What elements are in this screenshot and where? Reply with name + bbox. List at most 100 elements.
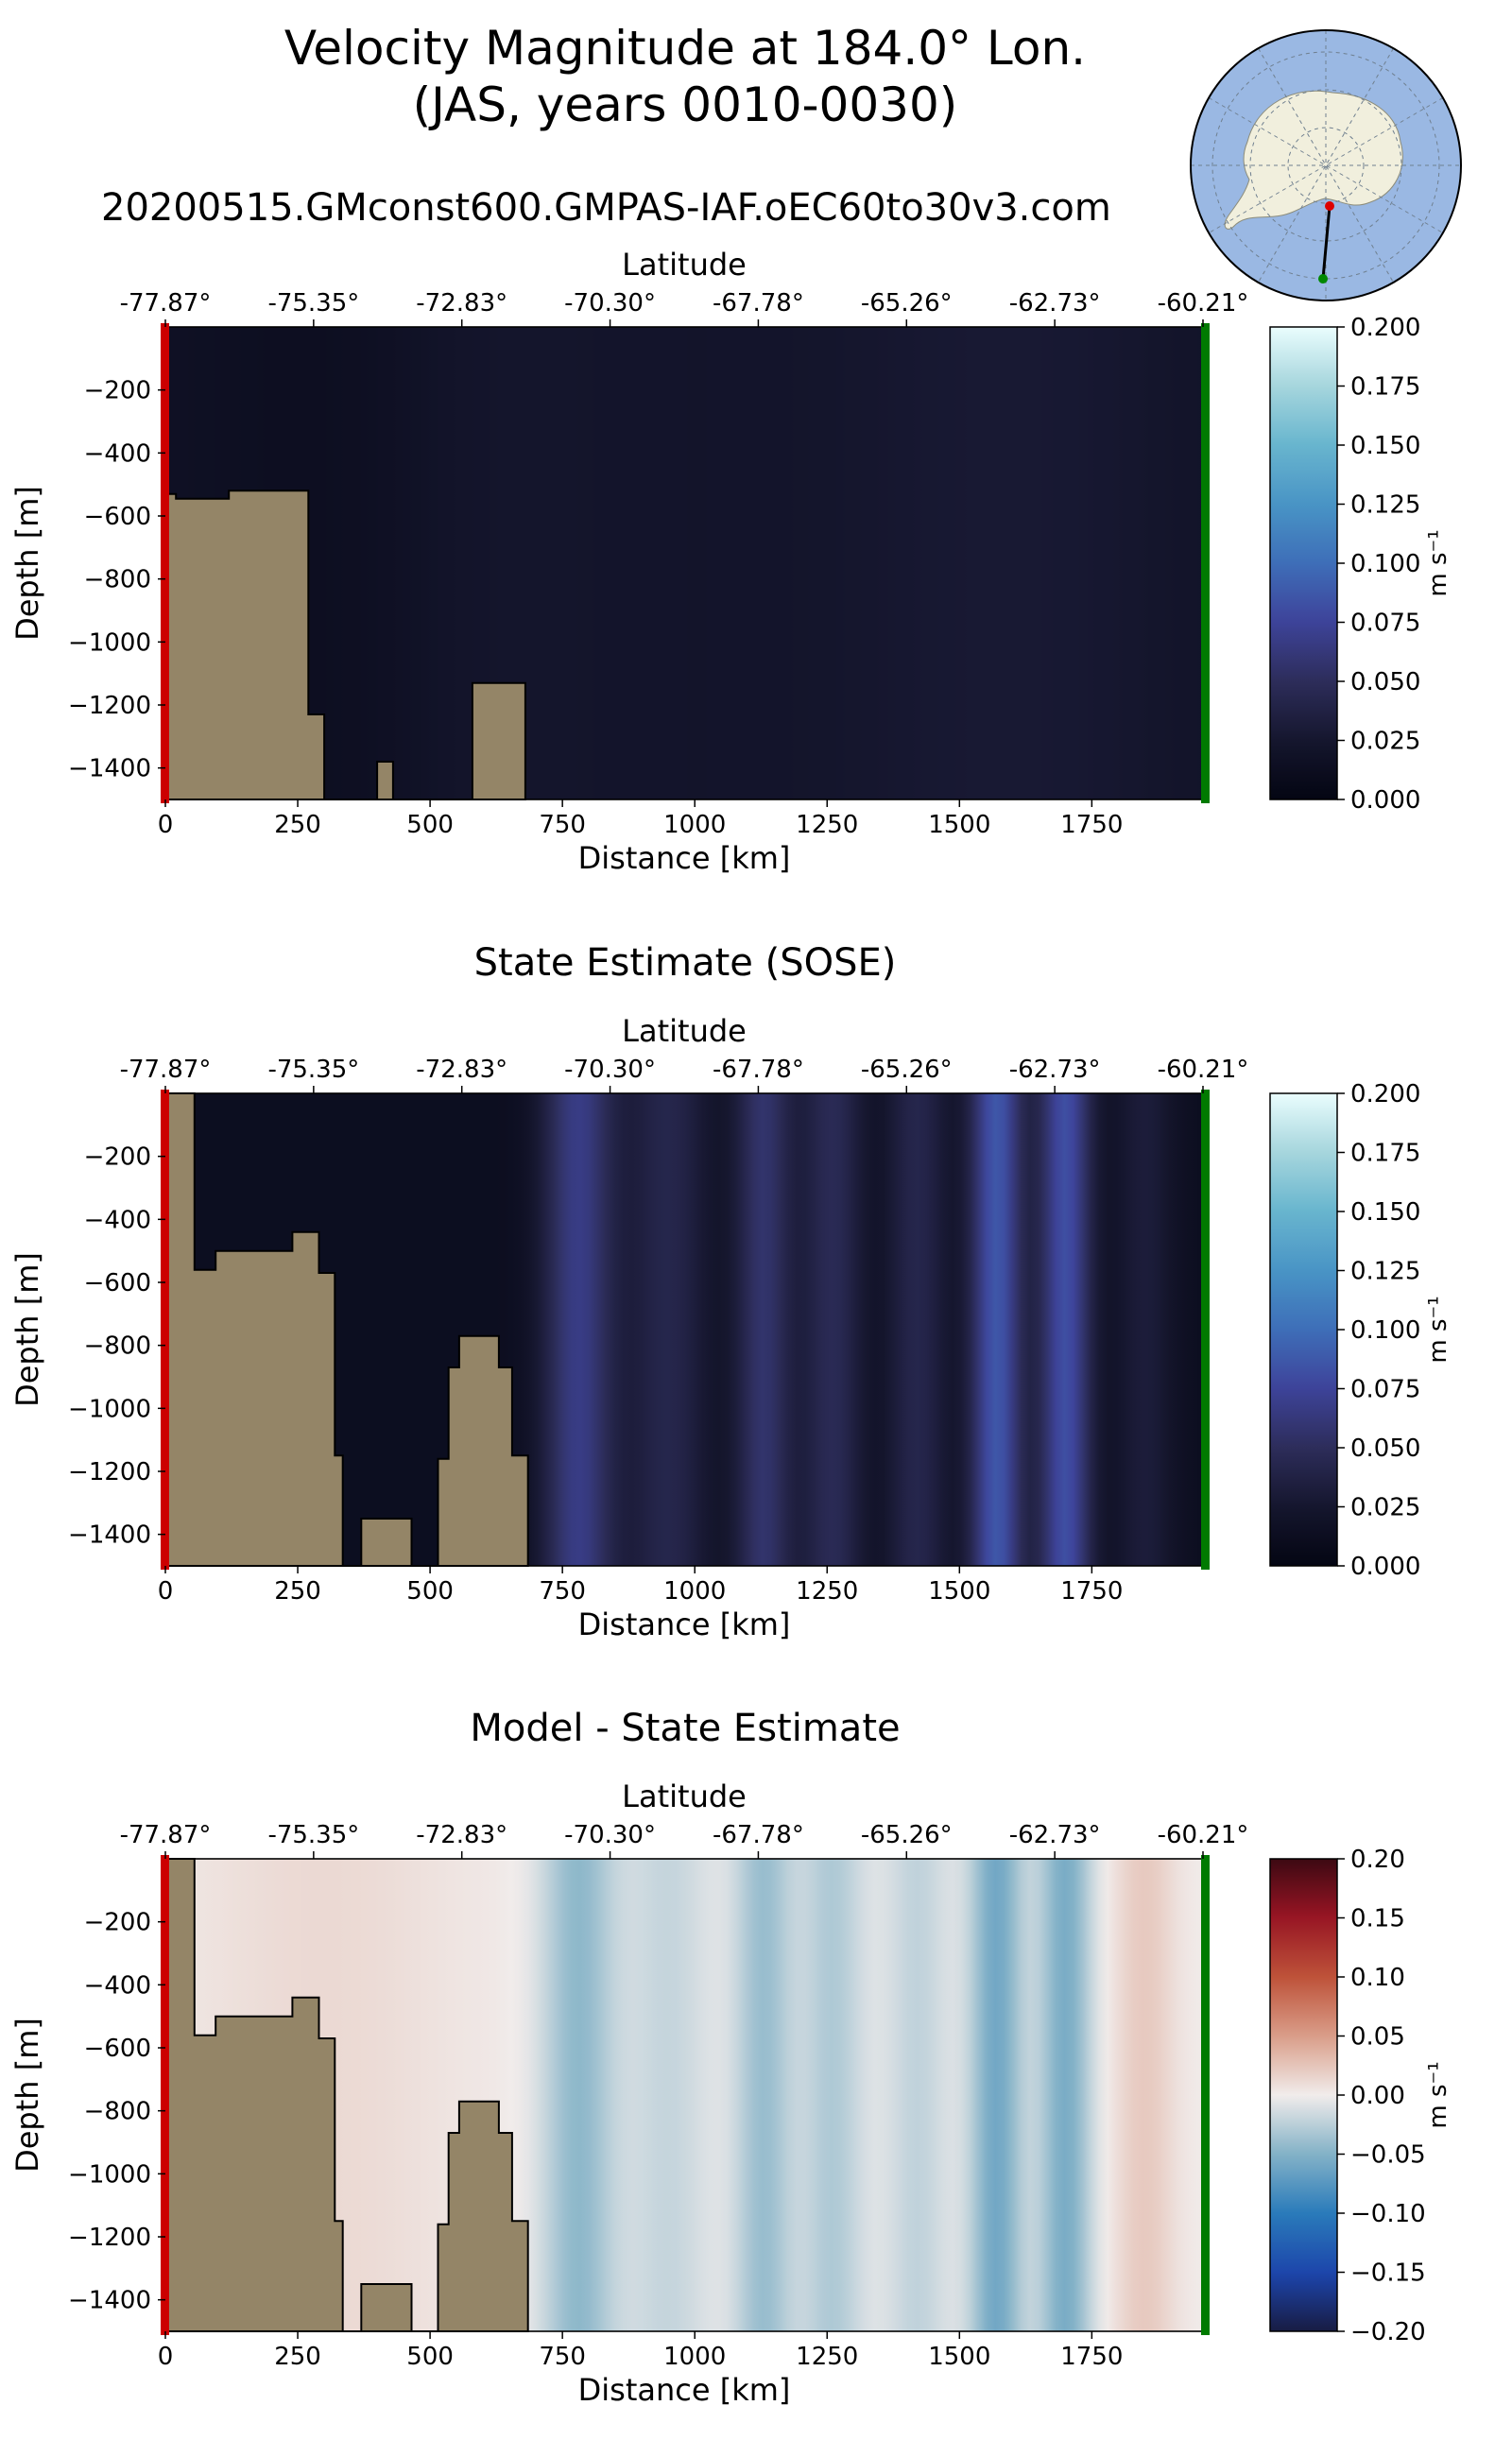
top-tick-label: -62.73° — [1009, 289, 1101, 318]
top-tick-label: -75.35° — [267, 289, 359, 318]
colorbar-tick-label: −0.10 — [1350, 2200, 1426, 2228]
run-name: 20200515.GMconst600.GMPAS-IAF.oEC60to30v… — [101, 186, 1111, 230]
top-tick-label: -65.26° — [861, 289, 953, 318]
colorbar-tick-label: −0.15 — [1350, 2259, 1426, 2288]
transect-start-marker — [161, 1855, 169, 2335]
colorbar-tick-label: 0.050 — [1350, 1435, 1420, 1463]
top-tick-label: -77.87° — [120, 1056, 212, 1084]
x-tick-label: 1500 — [928, 811, 990, 839]
colorbar-tick-label: 0.05 — [1350, 2023, 1405, 2052]
x-tick-label: 250 — [274, 1577, 321, 1606]
transect-start-dot — [1325, 201, 1334, 211]
colorbar-tick-label: 0.150 — [1350, 432, 1420, 460]
colorbar-tick-label: 0.100 — [1350, 1316, 1420, 1345]
y-tick-label: −200 — [84, 377, 151, 405]
y-tick-label: −400 — [84, 1206, 151, 1234]
top-tick-label: -65.26° — [861, 1821, 953, 1849]
bathymetry-land — [164, 1858, 529, 2332]
colorbar-label: m s⁻¹ — [1424, 1296, 1452, 1363]
transect-end-marker — [1201, 323, 1210, 803]
colorbar-label: m s⁻¹ — [1424, 529, 1452, 596]
top-tick-label: -67.78° — [713, 1056, 804, 1084]
y-tick-label: −1200 — [68, 1458, 151, 1486]
x-tick-label: 1500 — [928, 1577, 990, 1606]
antarctica-outline — [1224, 90, 1403, 230]
top-axis-label: Latitude — [622, 1778, 747, 1814]
colorbar-tick-label: 0.175 — [1350, 1140, 1420, 1168]
bathymetry-land — [164, 1092, 529, 1567]
y-tick-label: −1400 — [68, 1521, 151, 1550]
colorbar-label: m s⁻¹ — [1424, 2061, 1452, 2128]
colorbar: 0.000 0.025 0.050 0.075 0.100 0.125 0.150 0.175… — [1269, 314, 1452, 815]
x-tick-label: 0 — [158, 1577, 174, 1606]
x-tick-label: 750 — [539, 2343, 586, 2371]
y-tick-label: −600 — [84, 503, 151, 531]
transect-start-marker — [161, 323, 169, 803]
colorbar-tick-label: −0.20 — [1350, 2318, 1426, 2346]
latitude-circle — [1249, 89, 1402, 242]
top-tick-label: -62.73° — [1009, 1821, 1101, 1849]
y-tick-label: −600 — [84, 1269, 151, 1297]
x-tick-label: 750 — [539, 1577, 586, 1606]
top-tick-label: -72.83° — [416, 1056, 507, 1084]
colorbar-tick-label: 0.000 — [1350, 786, 1420, 815]
x-tick-label: 1000 — [663, 811, 726, 839]
x-tick-label: 750 — [539, 811, 586, 839]
colorbar-tick-label: 0.050 — [1350, 668, 1420, 696]
top-tick-label: -62.73° — [1009, 1056, 1101, 1084]
y-tick-label: −600 — [84, 2035, 151, 2063]
x-tick-label: 500 — [406, 2343, 454, 2371]
graticule — [1191, 30, 1461, 301]
x-tick-label: 1750 — [1060, 2343, 1123, 2371]
colorbar-tick-label: −0.05 — [1350, 2141, 1426, 2170]
top-tick-label: -75.35° — [267, 1821, 359, 1849]
top-tick-label: -70.30° — [564, 1821, 656, 1849]
x-axis-label: Distance [km] — [578, 1606, 791, 1642]
y-tick-label: −800 — [84, 1332, 151, 1361]
x-axis-label: Distance [km] — [578, 2372, 791, 2408]
panel-difference: Model - State Estimate 0 250 500 750 1000 1250… — [9, 1707, 1452, 2408]
colorbar-tick-label: 0.100 — [1350, 550, 1420, 578]
x-tick-label: 500 — [406, 1577, 454, 1606]
colorbar-tick-label: 0.075 — [1350, 1376, 1420, 1404]
x-tick-label: 1750 — [1060, 811, 1123, 839]
y-tick-label: −1000 — [68, 628, 151, 657]
colorbar-tick-label: 0.150 — [1350, 1198, 1420, 1227]
y-axis-label: Depth [m] — [9, 1252, 45, 1407]
colorbar-tick-label: 0.125 — [1350, 491, 1420, 520]
x-tick-label: 1750 — [1060, 1577, 1123, 1606]
y-tick-label: −400 — [84, 439, 151, 468]
latitude-circle — [1287, 127, 1365, 204]
x-tick-label: 1250 — [796, 2343, 858, 2371]
colorbar-fill — [1269, 1092, 1338, 1567]
transect-end-marker — [1201, 1090, 1210, 1570]
top-tick-label: -72.83° — [416, 289, 507, 318]
colorbar-fill — [1269, 1858, 1338, 2332]
top-tick-label: -65.26° — [861, 1056, 953, 1084]
colorbar-tick-label: 0.075 — [1350, 610, 1420, 638]
transect-start-marker — [161, 1090, 169, 1570]
transect-line — [1321, 205, 1332, 280]
y-tick-label: −200 — [84, 1143, 151, 1172]
x-tick-label: 0 — [158, 811, 174, 839]
figure-title-line2: (JAS, years 0010-0030) — [413, 77, 958, 132]
transect-end-dot — [1318, 274, 1328, 284]
y-tick-label: −400 — [84, 1971, 151, 2000]
x-tick-label: 0 — [158, 2343, 174, 2371]
top-tick-label: -77.87° — [120, 1821, 212, 1849]
top-tick-label: -70.30° — [564, 1056, 656, 1084]
colorbar: 0.000 0.025 0.050 0.075 0.100 0.125 0.150 0.175… — [1269, 1080, 1452, 1581]
antarctica-landmass — [1224, 90, 1403, 230]
top-tick-label: -60.21° — [1158, 289, 1249, 318]
y-axis-label: Depth [m] — [9, 486, 45, 641]
colorbar-tick-label: 0.00 — [1350, 2082, 1405, 2110]
transect-end-marker — [1201, 1855, 1210, 2335]
top-tick-label: -75.35° — [267, 1056, 359, 1084]
y-tick-label: −800 — [84, 2098, 151, 2126]
colorbar-tick-label: 0.125 — [1350, 1258, 1420, 1286]
colorbar-tick-label: 0.025 — [1350, 1494, 1420, 1522]
x-tick-label: 1000 — [663, 1577, 726, 1606]
y-tick-label: −1200 — [68, 692, 151, 720]
colorbar-tick-label: 0.15 — [1350, 1905, 1405, 1933]
